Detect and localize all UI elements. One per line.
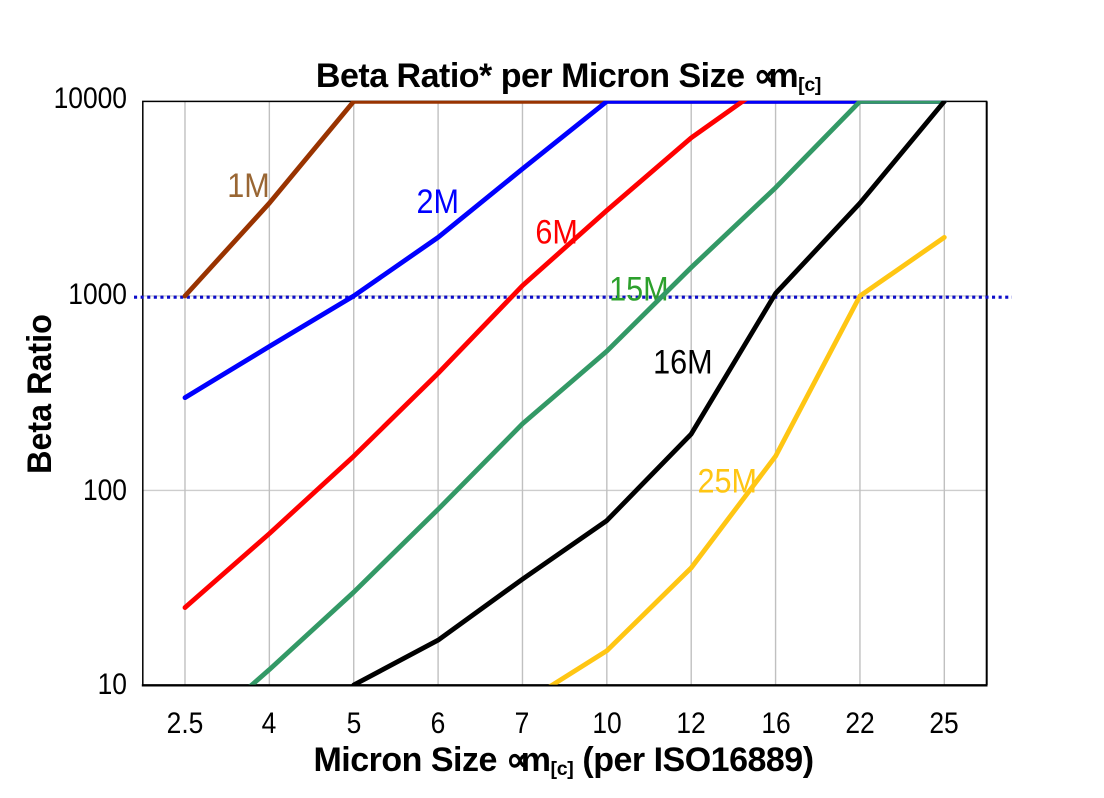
chart-title: Beta Ratio* per Micron Size ∝m[c] — [315, 57, 822, 97]
x-axis-title-subscript: [c] — [550, 757, 574, 780]
series-label-2m: 2M — [416, 183, 458, 221]
y-tick-10000: 10000 — [53, 82, 127, 116]
series-line-6M — [182, 100, 748, 610]
series-label-16m: 16M — [653, 343, 712, 381]
x-tick-6: 6 — [430, 706, 446, 740]
series-label-6m: 6M — [535, 213, 577, 251]
x-tick-2.5: 2.5 — [166, 706, 204, 740]
x-tick-25: 25 — [929, 706, 959, 740]
series-lines — [182, 100, 947, 685]
x-axis-title: Micron Size ∝m[c] (per ISO16889) — [313, 740, 814, 780]
x-tick-10: 10 — [592, 706, 622, 740]
x-tick-5: 5 — [346, 706, 362, 740]
series-label-15m: 15M — [609, 270, 668, 308]
series-label-1m: 1M — [227, 166, 269, 204]
series-line-15M — [248, 100, 947, 685]
chart-title-subscript: [c] — [798, 74, 822, 97]
y-tick-1000: 1000 — [68, 278, 127, 312]
y-axis-title: Beta Ratio — [20, 313, 59, 474]
x-tick-7: 7 — [515, 706, 530, 740]
x-tick-4: 4 — [262, 706, 277, 740]
series-line-16M — [351, 100, 947, 685]
series-line-25M — [548, 234, 947, 685]
x-axis-title-text: Micron Size — [313, 740, 506, 779]
x-axis-title-m: m — [520, 740, 551, 779]
proportional-symbol: ∝ — [753, 57, 778, 95]
chart-title-m: m — [768, 57, 799, 95]
x-tick-16: 16 — [760, 706, 791, 740]
x-axis-title-suffix: (per ISO16889) — [573, 740, 814, 779]
y-tick-100: 100 — [82, 473, 127, 507]
chart-title-text: Beta Ratio* per Micron Size — [315, 57, 754, 95]
x-proportional-symbol: ∝ — [505, 740, 530, 779]
gridlines — [142, 101, 987, 685]
series-line-2M — [182, 100, 947, 401]
x-tick-12: 12 — [676, 706, 706, 740]
y-tick-10: 10 — [97, 668, 127, 702]
x-tick-22: 22 — [845, 706, 875, 740]
